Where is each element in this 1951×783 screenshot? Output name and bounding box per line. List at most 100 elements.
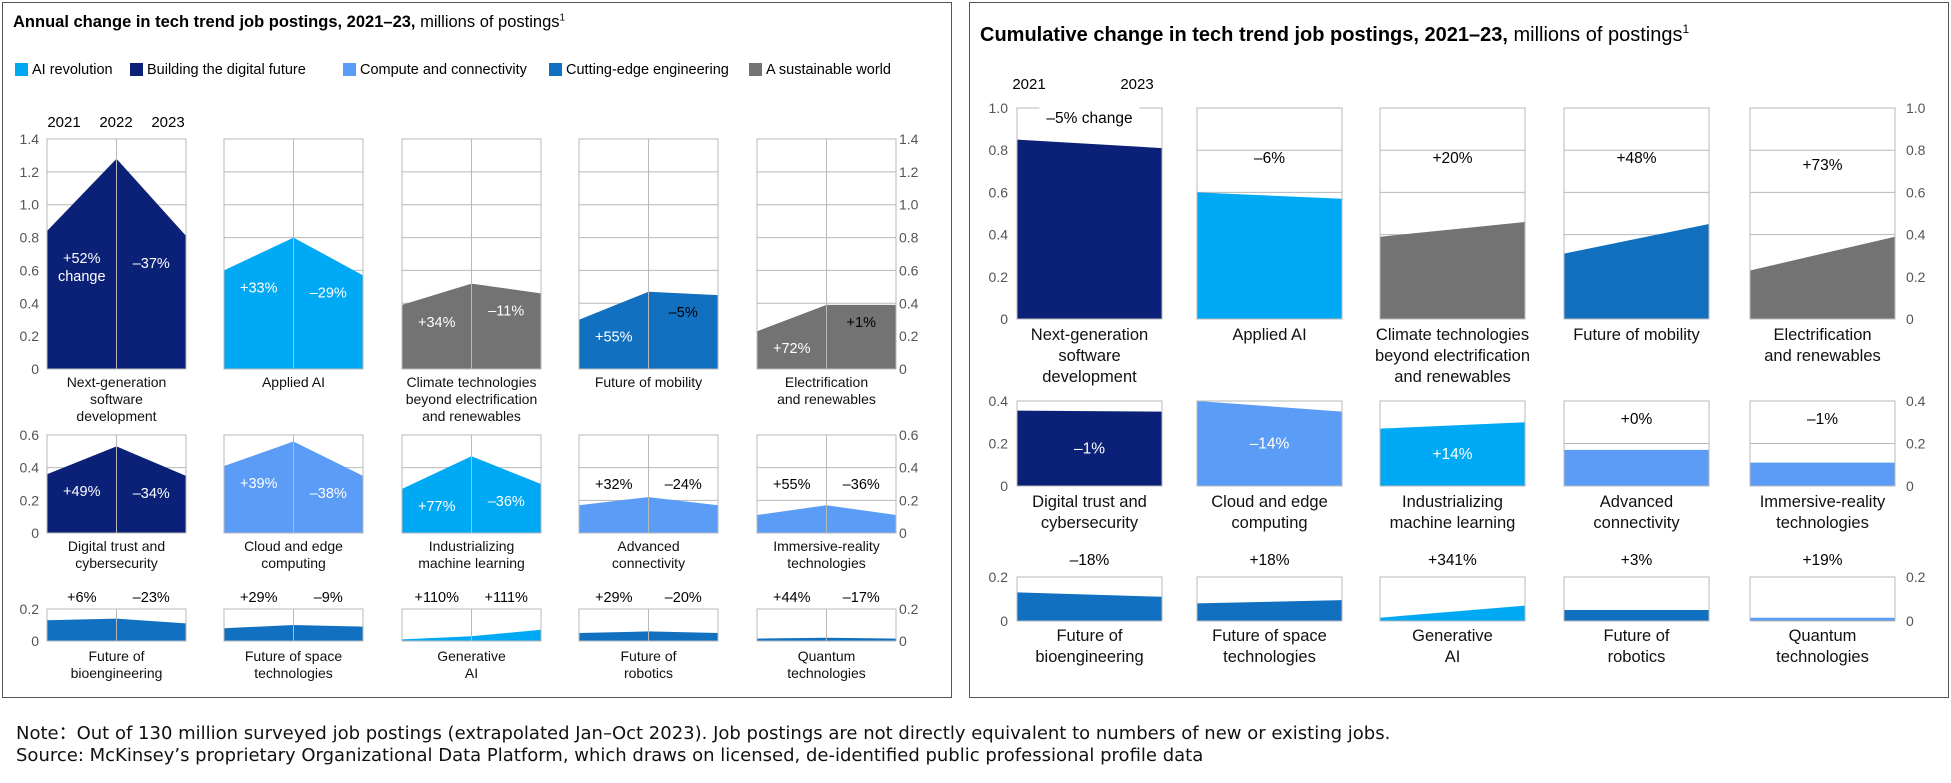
y-tick-label-left: 0.2: [20, 492, 40, 508]
y-tick-label-left: 0.6: [20, 427, 40, 443]
chart-title-footnote-marker: 1: [560, 12, 566, 23]
y-tick-label-right: 0.4: [1906, 227, 1926, 243]
change-label: –17%: [843, 590, 880, 606]
legend-swatch: [549, 63, 562, 76]
mini-chart-2-3: +3%: [1563, 552, 1710, 622]
y-tick-label-right: 1.0: [1906, 100, 1926, 116]
category-label: software: [1058, 347, 1120, 365]
chart-title: Cumulative change in tech trend job post…: [980, 22, 1689, 46]
mini-chart-frame: [1379, 576, 1526, 622]
cumulative-change-svg: Cumulative change in tech trend job post…: [980, 22, 1926, 666]
change-label: +77%: [418, 499, 456, 515]
category-label: connectivity: [1593, 514, 1680, 532]
chart-title-main: Cumulative change in tech trend job post…: [980, 24, 1508, 46]
chart-title-footnote-marker: 1: [1682, 22, 1689, 36]
category-label: Future of: [88, 648, 144, 664]
change-label: –14%: [1250, 436, 1290, 453]
change-label: +341%: [1428, 552, 1477, 569]
mini-chart-1-2: +14%: [1379, 400, 1526, 487]
category-label: Industrializing: [1402, 493, 1503, 511]
mini-chart-1-0: –1%: [1016, 400, 1163, 487]
y-tick-label-left: 0.4: [989, 393, 1009, 409]
category-label: Future of mobility: [595, 374, 702, 390]
change-label: +72%: [773, 341, 811, 357]
category-label: cybersecurity: [1041, 514, 1139, 532]
change-label: +6%: [67, 590, 97, 606]
y-tick-label-left: 0: [31, 361, 39, 377]
change-label: +3%: [1621, 552, 1653, 569]
mini-chart-1-1: +39% –38%: [223, 434, 364, 534]
change-label: +32%: [595, 477, 633, 493]
mini-chart-0-4: +73%: [1749, 107, 1896, 320]
change-value: +19%: [1802, 552, 1842, 569]
change-word-label: change: [58, 269, 106, 285]
mini-chart-1-3: +32% –24%: [578, 434, 719, 534]
legend-label: Compute and connectivity: [360, 62, 528, 78]
mini-chart-1-1: –14%: [1196, 400, 1343, 487]
change-label: +34%: [418, 315, 456, 331]
x-year-label: 2021: [47, 114, 80, 131]
y-tick-label-left: 0.2: [20, 601, 40, 617]
change-value: –1%: [1807, 411, 1838, 428]
category-label: Cloud and edge: [1211, 493, 1328, 511]
category-label: Future of space: [245, 648, 342, 664]
y-tick-label-left: 0.4: [989, 227, 1009, 243]
change-word-label: change: [1082, 110, 1133, 127]
legend-swatch: [130, 63, 143, 76]
area-series: [1017, 139, 1162, 319]
mini-chart-2-4: +44% –17%: [756, 590, 897, 642]
change-value: +73%: [1802, 157, 1842, 174]
y-tick-label-left: 0.6: [989, 184, 1009, 200]
x-year-label: 2023: [151, 114, 184, 131]
change-value: –6%: [1254, 150, 1285, 167]
change-label: –38%: [310, 486, 347, 502]
category-label: technologies: [1223, 648, 1316, 666]
mini-chart-2-4: +19%: [1749, 552, 1896, 622]
mini-chart-frame: [1563, 576, 1710, 622]
category-label: software: [90, 391, 143, 407]
category-label: beyond electrification: [406, 391, 538, 407]
y-tick-label-left: 0.4: [20, 460, 40, 476]
y-tick-label-left: 0.6: [20, 262, 40, 278]
category-label: Future of mobility: [1573, 326, 1700, 344]
y-tick-label-right: 0: [899, 361, 907, 377]
change-label: –11%: [488, 303, 524, 319]
chart-subtitle: millions of postings: [1508, 24, 1683, 46]
category-label: development: [1042, 368, 1137, 386]
area-series: [1197, 401, 1342, 486]
change-label: –5% change: [1046, 110, 1132, 127]
change-label: +29%: [240, 590, 278, 606]
change-label: +44%: [773, 590, 811, 606]
y-tick-label-right: 0.2: [899, 492, 919, 508]
y-tick-label-right: 0.8: [899, 230, 919, 246]
mini-chart-2-3: +29% –20%: [578, 590, 719, 642]
category-label: technologies: [1776, 514, 1869, 532]
mini-chart-frame: [1196, 400, 1343, 487]
change-value: –18%: [1070, 552, 1110, 569]
category-label: Quantum: [1789, 627, 1857, 645]
source-note: Source: McKinsey’s proprietary Organizat…: [16, 745, 1204, 766]
y-tick-label-left: 1.2: [20, 164, 40, 180]
area-series: [402, 629, 541, 641]
chart-title-main: Annual change in tech trend job postings…: [13, 13, 416, 31]
y-tick-label-left: 0.8: [20, 230, 40, 246]
change-value: +18%: [1249, 552, 1289, 569]
category-label: machine learning: [418, 555, 525, 571]
legend-swatch: [15, 63, 28, 76]
area-series: [1197, 600, 1342, 621]
category-label: Digital trust and: [1032, 493, 1147, 511]
change-label: –1%: [1074, 440, 1105, 457]
category-label: robotics: [624, 665, 673, 681]
mini-chart-1-0: +49% –34%: [46, 434, 187, 534]
change-label: +52%: [63, 251, 101, 267]
category-label: Industrializing: [429, 538, 515, 554]
category-label: AI: [1445, 648, 1461, 666]
mini-chart-2-1: +29% –9%: [223, 590, 364, 642]
mini-chart-frame: [1196, 576, 1343, 622]
change-label: –34%: [133, 486, 170, 502]
area-series: [1017, 410, 1162, 486]
change-label: +55%: [595, 330, 633, 346]
category-label: Generative: [1412, 627, 1493, 645]
y-tick-label-right: 1.2: [899, 164, 919, 180]
category-label: AI: [465, 665, 478, 681]
